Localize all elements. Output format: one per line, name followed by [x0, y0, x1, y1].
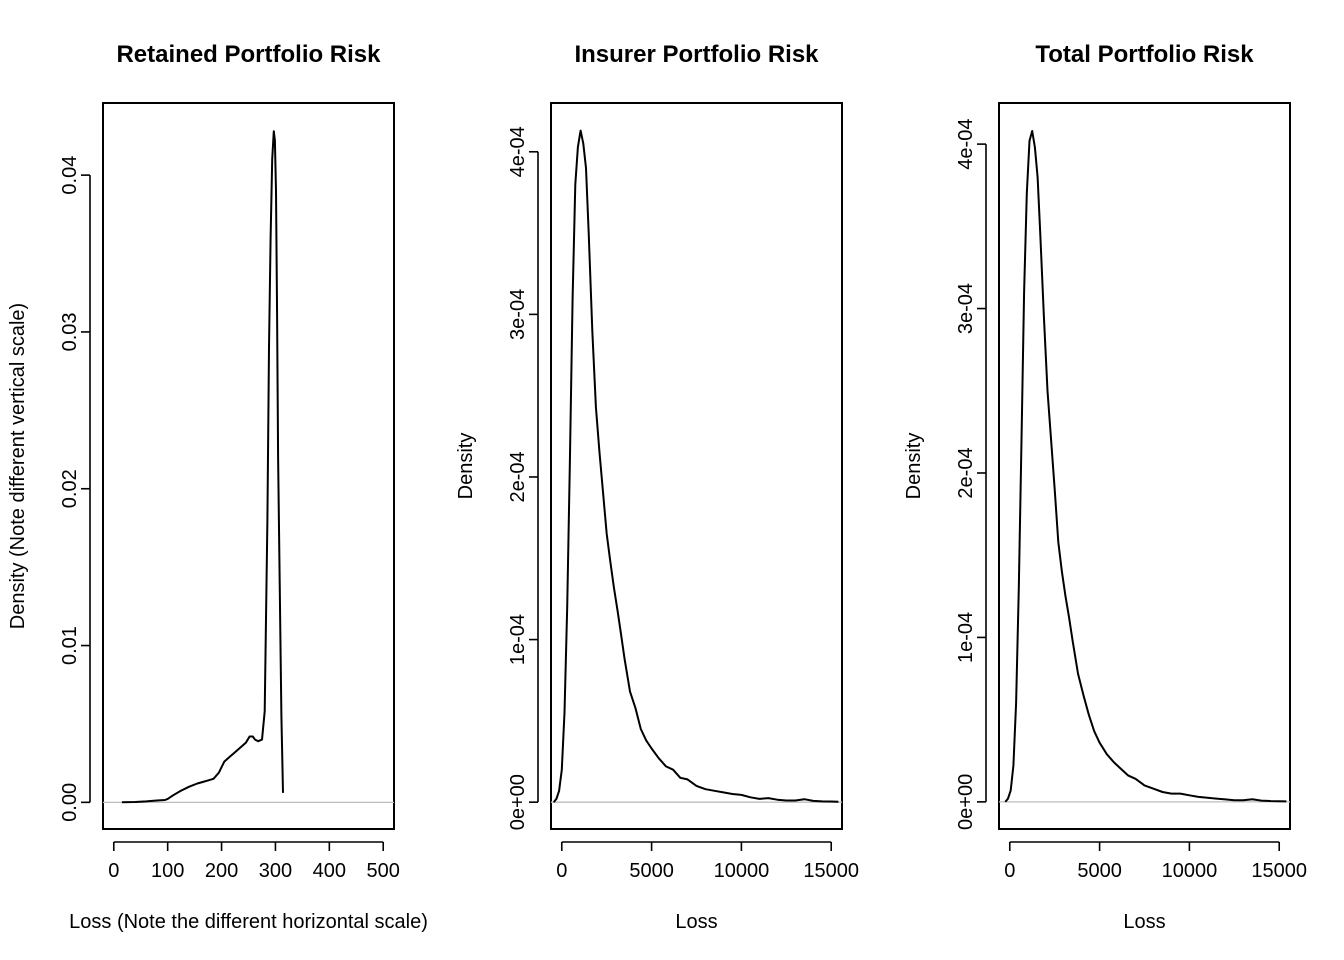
density-curve: [121, 130, 284, 804]
x-axis-label: Loss (Note the different horizontal scal…: [69, 911, 428, 933]
y-tick-label: 1e-04: [955, 612, 977, 663]
y-tick-label: 0.00: [59, 783, 81, 822]
x-axis-label: Loss: [675, 911, 717, 933]
chart-title: Retained Portfolio Risk: [116, 41, 381, 68]
x-tick-label: 10000: [714, 860, 770, 882]
y-tick-label: 4e-04: [507, 126, 529, 177]
x-tick-label: 500: [367, 860, 400, 882]
y-axis-label: Density (Note different vertical scale): [7, 303, 29, 629]
y-tick-label: 2e-04: [955, 447, 977, 498]
x-tick-label: 15000: [803, 860, 859, 882]
y-tick-label: 1e-04: [507, 614, 529, 665]
x-tick-label: 15000: [1251, 860, 1307, 882]
y-tick-label: 0.02: [59, 469, 81, 508]
x-tick-label: 200: [205, 860, 238, 882]
y-tick-label: 0e+00: [955, 774, 977, 830]
x-tick-label: 100: [151, 860, 184, 882]
x-tick-label: 5000: [1077, 860, 1122, 882]
x-tick-label: 0: [556, 860, 567, 882]
y-tick-label: 0.04: [59, 156, 81, 195]
x-tick-label: 0: [108, 860, 119, 882]
y-tick-label: 0.03: [59, 312, 81, 351]
chart-panel-1: Retained Portfolio Risk 0 100 200 300 400 500 L…: [7, 41, 428, 933]
y-tick-label: 0.01: [59, 626, 81, 665]
y-axis-label: Density: [903, 433, 925, 500]
plot-frame: [102, 102, 395, 830]
x-tick-label: 10000: [1162, 860, 1218, 882]
plot-frame: [998, 102, 1291, 830]
chart-title: Total Portfolio Risk: [1035, 41, 1254, 68]
y-axis-label: Density: [455, 433, 477, 500]
x-axis-label: Loss: [1123, 911, 1165, 933]
y-tick-label: 2e-04: [507, 451, 529, 502]
density-curve: [1004, 130, 1287, 803]
x-tick-label: 300: [259, 860, 292, 882]
plot-frame: [550, 102, 843, 830]
y-tick-label: 0e+00: [507, 774, 529, 830]
chart-title: Insurer Portfolio Risk: [574, 41, 819, 68]
x-tick-label: 5000: [629, 860, 674, 882]
x-tick-label: 0: [1004, 860, 1015, 882]
x-tick-label: 400: [313, 860, 346, 882]
chart-panel-2: Insurer Portfolio Risk 0 5000 10000 15000 Los…: [455, 41, 859, 933]
y-tick-label: 4e-04: [955, 119, 977, 170]
chart-panel-3: Total Portfolio Risk 0 5000 10000 15000 Loss 0…: [903, 41, 1307, 933]
density-curve: [552, 129, 839, 803]
y-tick-label: 3e-04: [955, 283, 977, 334]
y-tick-label: 3e-04: [507, 289, 529, 340]
